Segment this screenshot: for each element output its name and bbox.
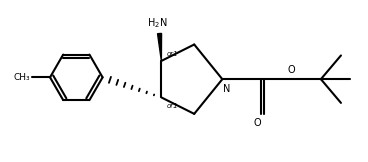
Text: O: O — [288, 65, 296, 75]
Text: or1: or1 — [167, 51, 178, 57]
Text: CH₃: CH₃ — [13, 73, 30, 82]
Polygon shape — [158, 33, 162, 61]
Text: H$_2$N: H$_2$N — [147, 16, 167, 30]
Text: or1: or1 — [167, 103, 178, 109]
Text: O: O — [254, 118, 262, 128]
Text: N: N — [223, 84, 230, 94]
